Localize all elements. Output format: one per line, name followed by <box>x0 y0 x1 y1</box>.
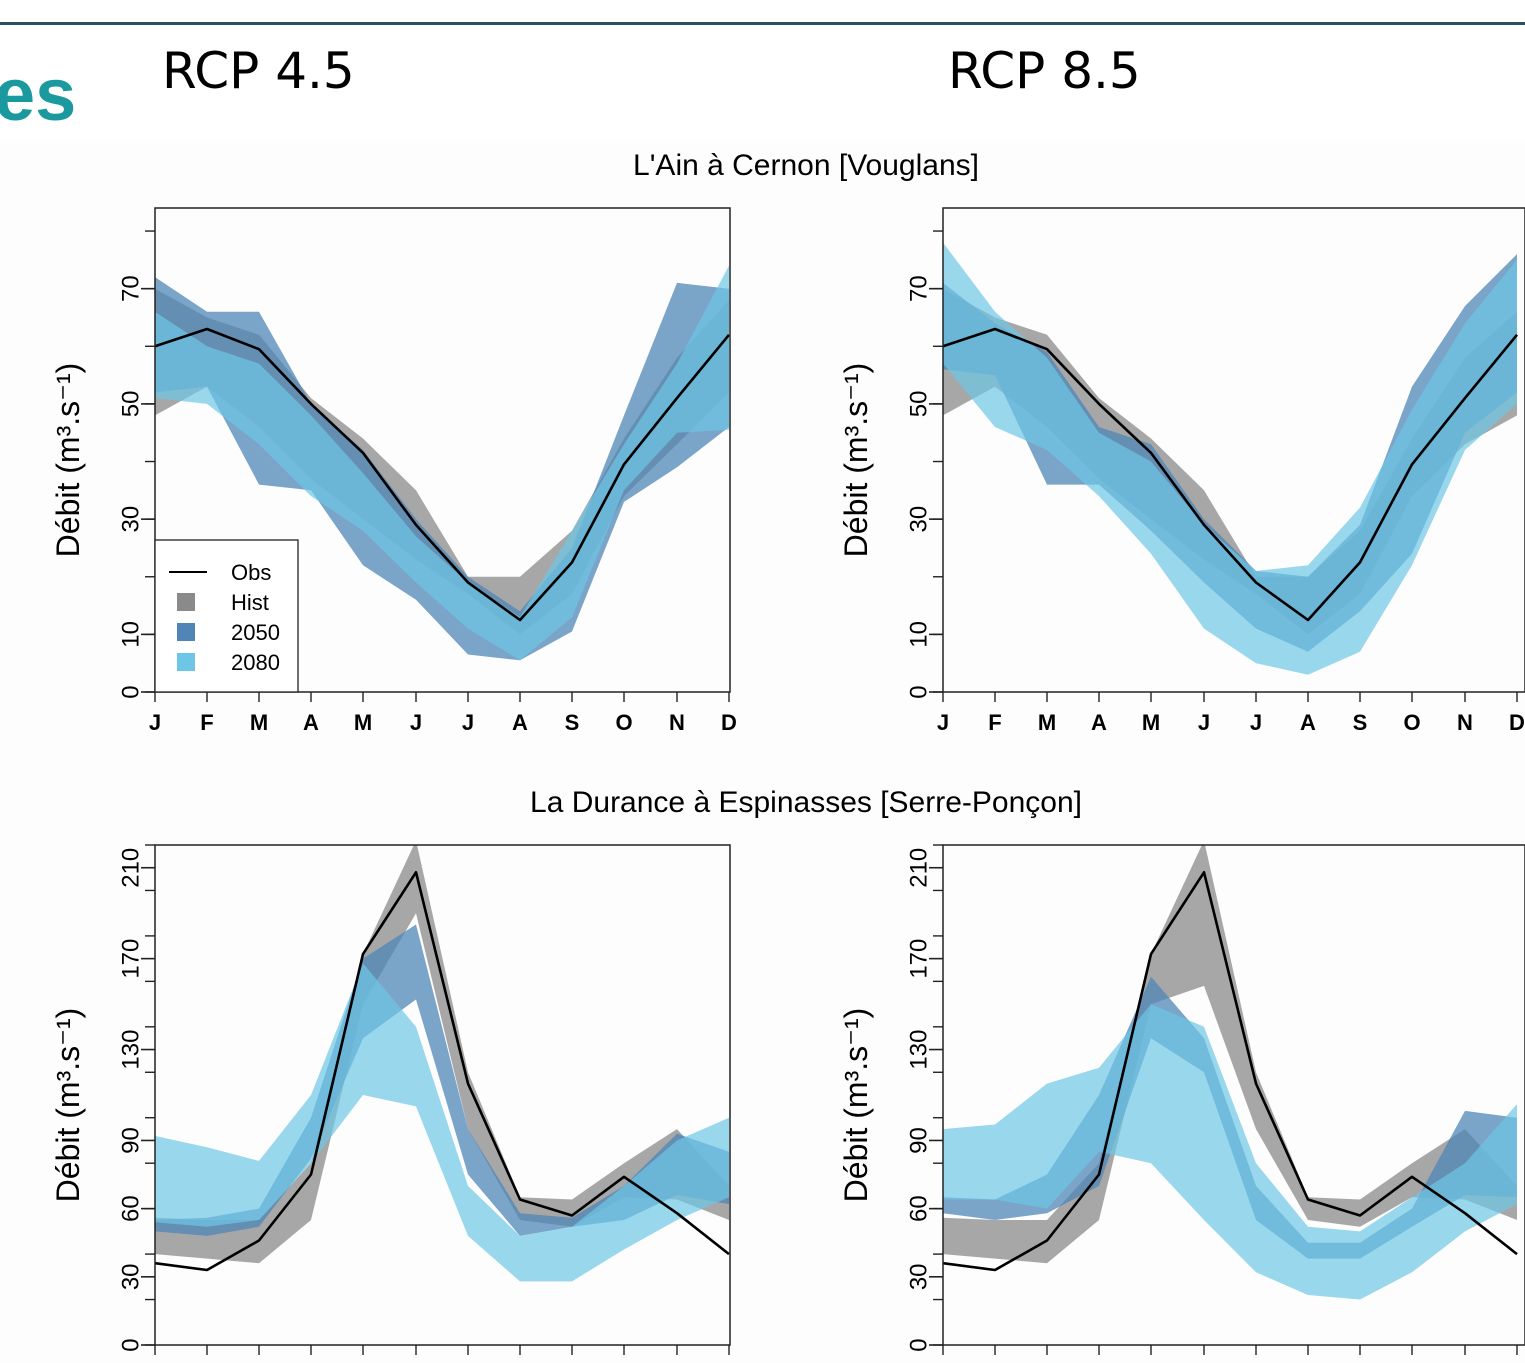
x-tick-label: M <box>1038 710 1056 735</box>
y-tick-label: 30 <box>906 506 933 533</box>
legend-hist: Hist <box>231 590 269 615</box>
y-axis-title: Débit (m³.s⁻¹) <box>50 363 86 558</box>
x-tick-label: A <box>1091 710 1107 735</box>
y-tick-label: 90 <box>906 1127 933 1154</box>
x-tick-label: J <box>149 710 161 735</box>
legend-swatch-p2050 <box>177 623 195 641</box>
y-tick-label: 30 <box>118 506 145 533</box>
x-tick-label: A <box>1300 710 1316 735</box>
plot-area <box>943 845 1518 1300</box>
y-axis-title: Débit (m³.s⁻¹) <box>838 363 874 558</box>
y-tick-label: 0 <box>906 1338 933 1351</box>
panel-1: 0 10 30 50 70 Débit (m³.s⁻¹) J F M A M J J A S O N D Obs Hi… <box>50 207 737 735</box>
y-tick-label: 0 <box>906 685 933 698</box>
x-tick-label: M <box>1142 710 1160 735</box>
band-2080 <box>943 1004 1517 1300</box>
x-tick-label: M <box>250 710 268 735</box>
y-tick-label: 130 <box>118 1030 145 1070</box>
plot-area <box>943 242 1519 675</box>
x-tick-label: A <box>512 710 528 735</box>
x-tick-label: J <box>410 710 422 735</box>
y-tick-label: 30 <box>118 1263 145 1290</box>
y-tick-label: 130 <box>906 1030 933 1070</box>
y-tick-label: 50 <box>906 391 933 418</box>
y-tick-label: 60 <box>906 1195 933 1222</box>
y-tick-label: 170 <box>118 939 145 979</box>
x-tick-label: F <box>200 710 213 735</box>
obs-line <box>943 327 1519 622</box>
x-tick-label: J <box>462 710 474 735</box>
x-tick-label: D <box>1509 710 1525 735</box>
plot-frame <box>154 207 731 693</box>
obs-line <box>155 327 730 622</box>
x-tick-label: O <box>1403 710 1420 735</box>
y-tick-label: 30 <box>906 1263 933 1290</box>
legend-swatch-p2080 <box>177 653 195 671</box>
hydrograph-figure: L'Ain à Cernon [Vouglans] La Durance à E… <box>50 149 1525 1355</box>
legend-obs: Obs <box>231 560 271 585</box>
y-axis-title: Débit (m³.s⁻¹) <box>838 1008 874 1203</box>
x-tick-label: D <box>721 710 737 735</box>
y-tick-label: 60 <box>118 1195 145 1222</box>
x-tick-label: J <box>937 710 949 735</box>
legend-swatch-hist <box>177 593 195 611</box>
x-tick-label: J <box>1198 710 1210 735</box>
x-tick-label: S <box>565 710 580 735</box>
panel-2: 0 10 30 50 70 Débit (m³.s⁻¹) J F M A M J J A S O N D <box>838 207 1525 735</box>
plot-frame <box>154 844 731 1346</box>
obs-line <box>943 871 1518 1272</box>
x-tick-label: S <box>1353 710 1368 735</box>
y-tick-label: 70 <box>906 275 933 302</box>
x-tick-label: O <box>615 710 632 735</box>
legend-2050: 2050 <box>231 620 280 645</box>
obs-line <box>155 871 730 1272</box>
y-tick-label: 170 <box>906 939 933 979</box>
x-tick-label: J <box>1250 710 1262 735</box>
y-tick-label: 10 <box>118 621 145 648</box>
plot-area <box>155 265 730 661</box>
y-tick-label: 10 <box>906 621 933 648</box>
legend-2080: 2080 <box>231 650 280 675</box>
plot-frame <box>942 844 1525 1346</box>
x-tick-label: M <box>354 710 372 735</box>
y-tick-label: 50 <box>118 391 145 418</box>
y-tick-label: 90 <box>118 1127 145 1154</box>
figure-panel: L'Ain à Cernon [Vouglans] La Durance à E… <box>0 140 1525 1363</box>
band-2080 <box>155 963 729 1282</box>
y-tick-label: 210 <box>118 848 145 888</box>
top-rule <box>0 22 1525 25</box>
band-hist <box>943 845 1517 1264</box>
y-tick-label: 210 <box>906 848 933 888</box>
band-2080 <box>943 242 1517 675</box>
y-axis-title: Débit (m³.s⁻¹) <box>50 1008 86 1203</box>
band-2080 <box>155 265 729 661</box>
scenario-label-rcp85: RCP 8.5 <box>948 42 1141 100</box>
station-title-ain: L'Ain à Cernon [Vouglans] <box>633 149 979 182</box>
plot-area <box>155 845 730 1282</box>
x-tick-label: N <box>669 710 685 735</box>
plot-frame <box>942 207 1525 693</box>
scenario-label-rcp45: RCP 4.5 <box>162 42 355 100</box>
x-tick-label: N <box>1457 710 1473 735</box>
station-title-durance: La Durance à Espinasses [Serre-Ponçon] <box>530 786 1082 819</box>
x-tick-label: A <box>303 710 319 735</box>
y-tick-label: 0 <box>118 1338 145 1351</box>
x-tick-label: F <box>988 710 1001 735</box>
y-tick-label: 70 <box>118 275 145 302</box>
y-tick-label: 0 <box>118 685 145 698</box>
slide-title-fragment: es <box>0 53 77 136</box>
